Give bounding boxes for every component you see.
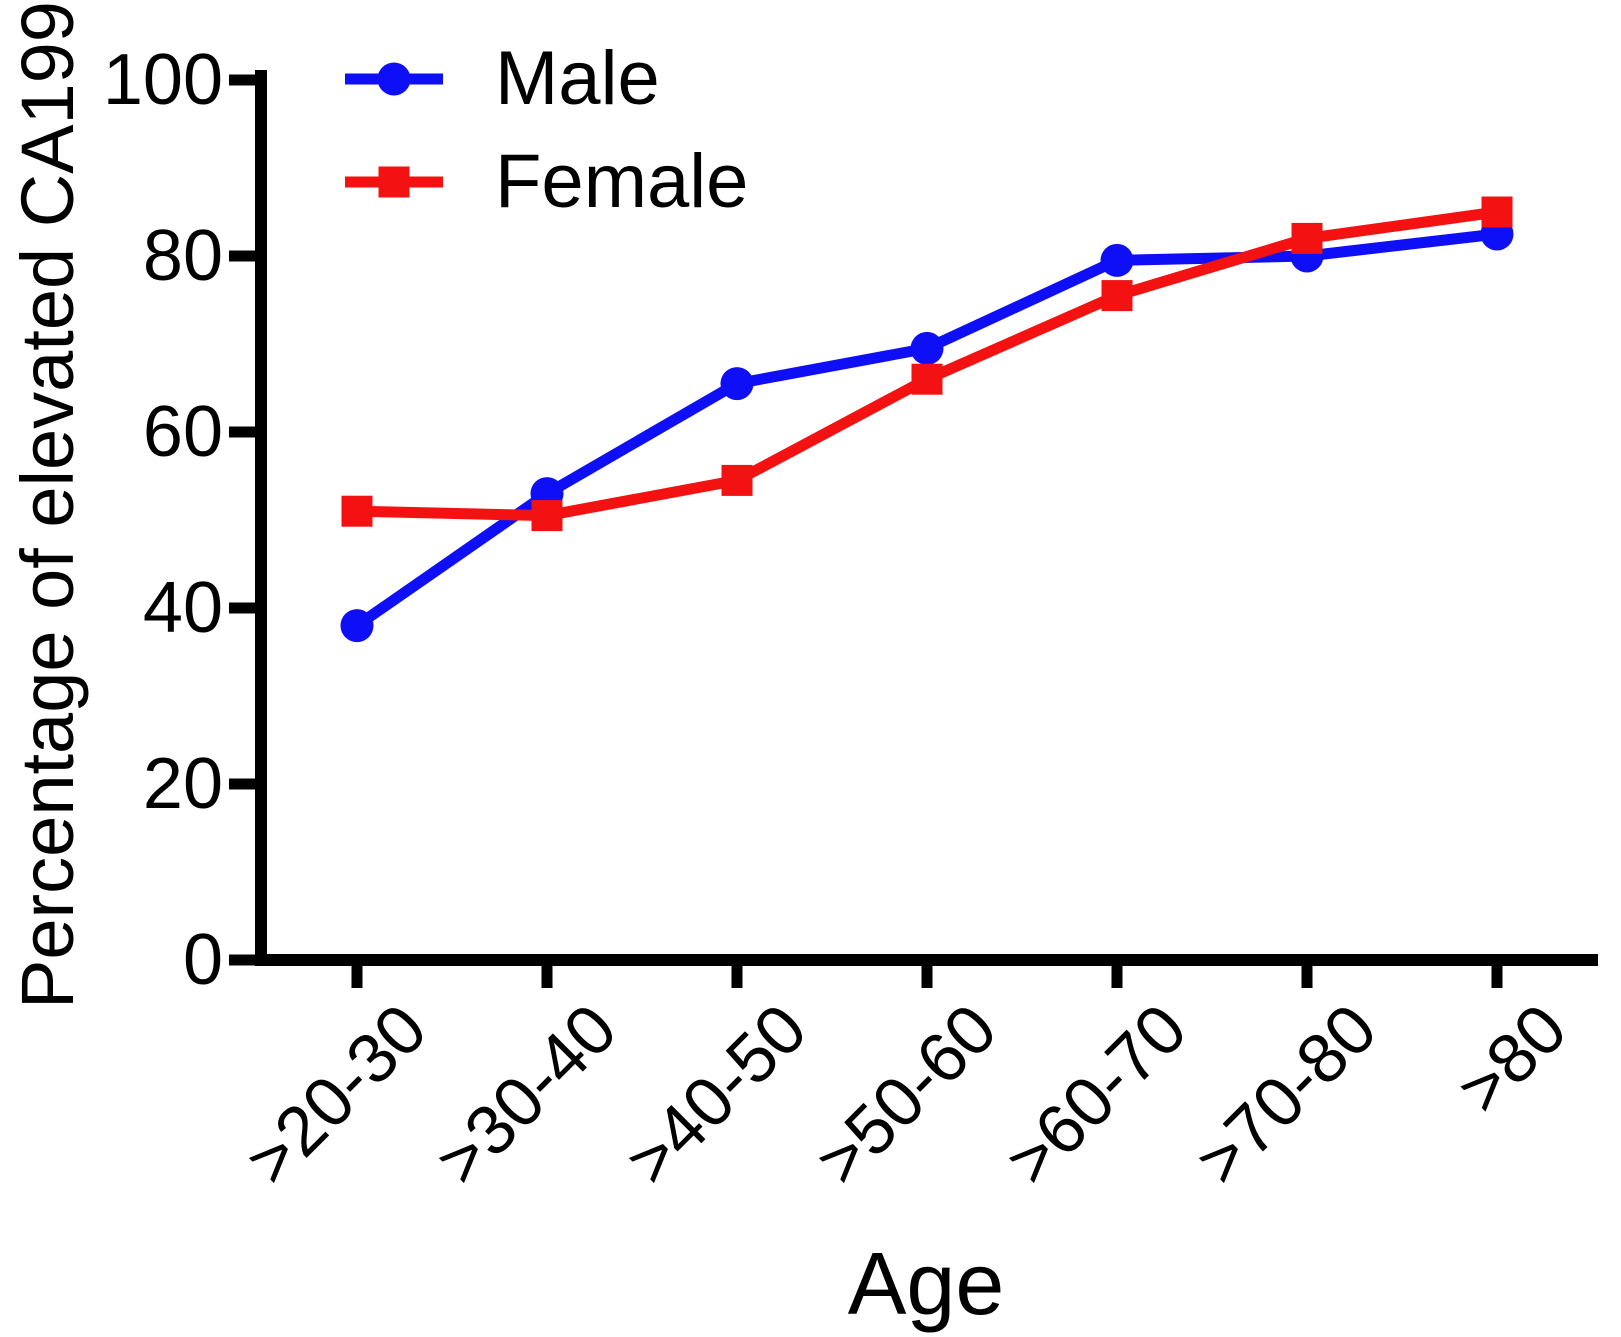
female-marker [1101, 280, 1133, 312]
y-tick-label: 40 [142, 568, 223, 648]
x-tick-mark [1301, 966, 1313, 988]
y-tick-mark [229, 954, 255, 966]
y-axis-line [255, 70, 267, 966]
x-tick-mark [731, 966, 743, 988]
female-marker [911, 363, 943, 395]
y-tick-label: 100 [102, 40, 223, 120]
legend-label-male: Male [495, 36, 660, 121]
x-tick-mark [351, 966, 363, 988]
legend-male-marker [377, 62, 411, 96]
y-tick-label: 0 [182, 920, 223, 1000]
y-tick-mark [229, 602, 255, 614]
male-line [353, 228, 1498, 631]
legend-label-female: Female [495, 139, 749, 224]
x-axis-title: Age [847, 1234, 1005, 1333]
x-tick-mark [1111, 966, 1123, 988]
x-axis-line [255, 954, 1598, 966]
y-tick-mark [229, 426, 255, 438]
y-tick-label: 80 [142, 216, 223, 296]
x-tick-mark [921, 966, 933, 988]
legend-female-marker [378, 166, 410, 198]
y-tick-mark [229, 778, 255, 790]
male-marker [1100, 243, 1134, 277]
female-marker [1481, 196, 1513, 228]
y-axis-title: Percentage of elevated CA199 [6, 1, 89, 1009]
female-marker [1291, 222, 1323, 254]
y-tick-mark [229, 250, 255, 262]
y-tick-mark [229, 74, 255, 86]
y-tick-label: 20 [142, 744, 223, 824]
male-marker [720, 367, 754, 401]
male-marker [910, 331, 944, 365]
y-tick-label: 60 [142, 392, 223, 472]
x-tick-mark [541, 966, 553, 988]
female-marker [531, 500, 563, 532]
male-marker [340, 609, 374, 643]
female-marker [721, 464, 753, 496]
female-marker [341, 495, 373, 527]
x-tick-mark [1491, 966, 1503, 988]
